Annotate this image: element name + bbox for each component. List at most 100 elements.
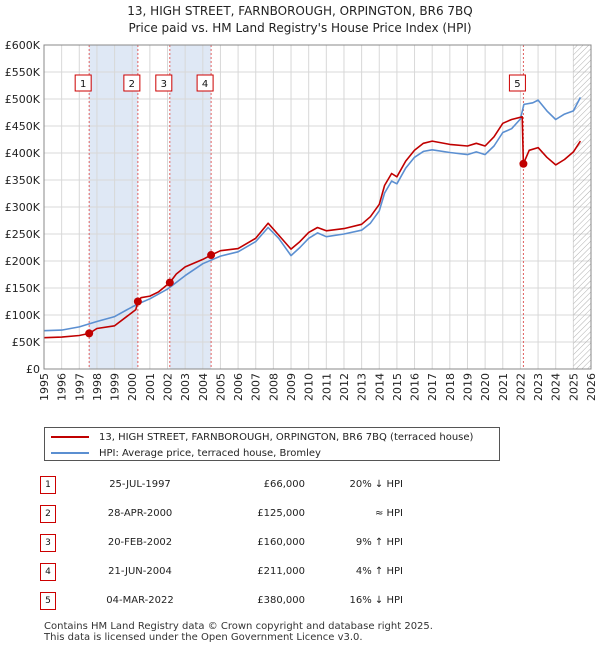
x-tick-label: 2000: [126, 373, 139, 401]
sale-rel: 16% ↓ HPI: [349, 595, 403, 606]
x-tick-label: 1995: [38, 373, 51, 401]
x-tick-label: 2026: [585, 373, 598, 401]
sale-point: [133, 297, 142, 306]
sale-rel-cell: 16% ↓ HPI: [305, 586, 403, 615]
x-tick-label: 2018: [444, 373, 457, 401]
sale-marker-box: [196, 74, 214, 92]
sale-rel: 4% ↑ HPI: [355, 566, 403, 577]
sale-num: 1: [40, 475, 56, 494]
x-tick-label: 2004: [197, 373, 210, 401]
x-tick-label: 2019: [461, 373, 474, 401]
x-tick-label: 2015: [391, 373, 404, 401]
sale-date: 21-JUN-2004: [108, 566, 172, 577]
x-tick-label: 2008: [267, 373, 280, 401]
sale-marker-label: 3: [161, 79, 167, 90]
sales-row: 5 04-MAR-2022 £380,000 16% ↓ HPI: [40, 586, 403, 615]
legend-item-hpi: HPI: Average price, terraced house, Brom…: [51, 445, 321, 461]
y-tick-label: £300K: [5, 201, 41, 214]
y-tick-label: £250K: [5, 228, 41, 241]
sale-num-cell: 3: [40, 528, 80, 557]
sale-num: 3: [40, 533, 56, 552]
chart-legend: 13, HIGH STREET, FARNBOROUGH, ORPINGTON,…: [44, 427, 500, 461]
x-tick-label: 2023: [532, 373, 545, 401]
property-price-line: [43, 116, 582, 339]
y-tick-label: £350K: [5, 174, 41, 187]
x-tick-label: 2007: [250, 373, 263, 401]
footer-copyright: Contains HM Land Registry data © Crown c…: [44, 621, 433, 632]
sale-num-cell: 1: [40, 470, 80, 499]
sale-rel: 20% ↓ HPI: [349, 479, 403, 490]
sale-price: £125,000: [257, 508, 305, 519]
y-tick-label: £100K: [5, 309, 41, 322]
sale-date: 25-JUL-1997: [109, 479, 171, 490]
sale-price-cell: £211,000: [200, 557, 305, 586]
legend-swatch-hpi: [51, 452, 89, 454]
sale-point: [519, 159, 528, 168]
sale-date-cell: 21-JUN-2004: [80, 557, 200, 586]
sale-point: [85, 329, 94, 338]
sale-rel-cell: 20% ↓ HPI: [305, 470, 403, 499]
chart-title: 13, HIGH STREET, FARNBOROUGH, ORPINGTON,…: [127, 4, 473, 18]
sale-price-cell: £380,000: [200, 586, 305, 615]
chart-subtitle: Price paid vs. HM Land Registry's House …: [128, 21, 472, 35]
x-tick-label: 2024: [550, 373, 563, 401]
y-tick-label: £400K: [5, 147, 41, 160]
sale-price: £380,000: [257, 595, 305, 606]
sale-rel-cell: 9% ↑ HPI: [305, 528, 403, 557]
x-tick-label: 2025: [567, 373, 580, 401]
y-tick-label: £0: [26, 363, 40, 376]
sale-point: [165, 278, 174, 287]
y-tick-label: £600K: [5, 39, 41, 52]
plot-frame: [43, 44, 592, 370]
sale-price-cell: £125,000: [200, 499, 305, 528]
sale-date-cell: 04-MAR-2022: [80, 586, 200, 615]
sales-row: 4 21-JUN-2004 £211,000 4% ↑ HPI: [40, 557, 403, 586]
y-tick-label: £200K: [5, 255, 41, 268]
sale-marker-label: 4: [202, 79, 208, 90]
y-tick-label: £550K: [5, 66, 41, 79]
sale-date-cell: 28-APR-2000: [80, 499, 200, 528]
sale-date: 28-APR-2000: [107, 508, 173, 519]
sale-rel: 9% ↑ HPI: [355, 537, 403, 548]
sale-date: 04-MAR-2022: [106, 595, 174, 606]
x-tick-label: 2009: [285, 373, 298, 401]
x-tick-label: 2005: [214, 373, 227, 401]
sale-date: 20-FEB-2002: [107, 537, 173, 548]
sale-marker-label: 5: [514, 79, 520, 90]
sale-marker-box: [155, 74, 173, 92]
x-tick-label: 2012: [338, 373, 351, 401]
sale-num-cell: 5: [40, 586, 80, 615]
sale-rel-cell: 4% ↑ HPI: [305, 557, 403, 586]
sale-point: [207, 251, 216, 260]
legend-swatch-property: [51, 436, 89, 438]
sale-num: 4: [40, 562, 56, 581]
x-tick-label: 1998: [91, 373, 104, 401]
x-tick-label: 2016: [409, 373, 422, 401]
footer: Contains HM Land Registry data © Crown c…: [44, 621, 433, 643]
footer-licence: This data is licensed under the Open Gov…: [44, 632, 363, 643]
sale-price: £160,000: [257, 537, 305, 548]
sale-marker-label: 1: [80, 79, 86, 90]
legend-label-hpi: HPI: Average price, terraced house, Brom…: [99, 447, 321, 459]
future-hatch: [573, 45, 591, 369]
sale-num: 2: [40, 504, 56, 523]
sale-marker-box: [508, 74, 526, 92]
sale-price: £211,000: [257, 566, 305, 577]
x-tick-label: 2011: [320, 373, 333, 401]
y-tick-label: £450K: [5, 120, 41, 133]
x-tick-label: 2021: [497, 373, 510, 401]
x-tick-label: 2001: [144, 373, 157, 401]
sales-table: 1 25-JUL-1997 £66,000 20% ↓ HPI 2 28-APR-2000…: [40, 470, 403, 615]
sale-marker-box: [74, 74, 92, 92]
x-tick-label: 2003: [179, 373, 192, 401]
y-tick-label: £150K: [5, 282, 41, 295]
sale-num-cell: 4: [40, 557, 80, 586]
sale-marker-box: [123, 74, 141, 92]
sales-row: 3 20-FEB-2002 £160,000 9% ↑ HPI: [40, 528, 403, 557]
x-tick-label: 2014: [373, 373, 386, 401]
sale-marker-label: 2: [129, 79, 135, 90]
sale-price: £66,000: [263, 479, 305, 490]
y-tick-label: £500K: [5, 93, 41, 106]
x-tick-label: 2013: [356, 373, 369, 401]
sale-date-cell: 20-FEB-2002: [80, 528, 200, 557]
